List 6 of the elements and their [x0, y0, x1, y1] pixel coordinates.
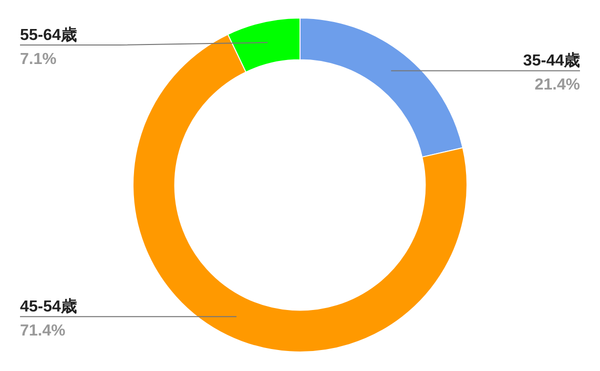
- data-label: 21.4%: [534, 76, 580, 94]
- data-label: 7.1%: [20, 51, 56, 68]
- data-label: 71.4%: [20, 322, 66, 340]
- slice-label: 55-64歳: [20, 26, 77, 44]
- slice-label: 35-44歳: [523, 52, 580, 70]
- slice-label: 45-54歳: [20, 298, 77, 316]
